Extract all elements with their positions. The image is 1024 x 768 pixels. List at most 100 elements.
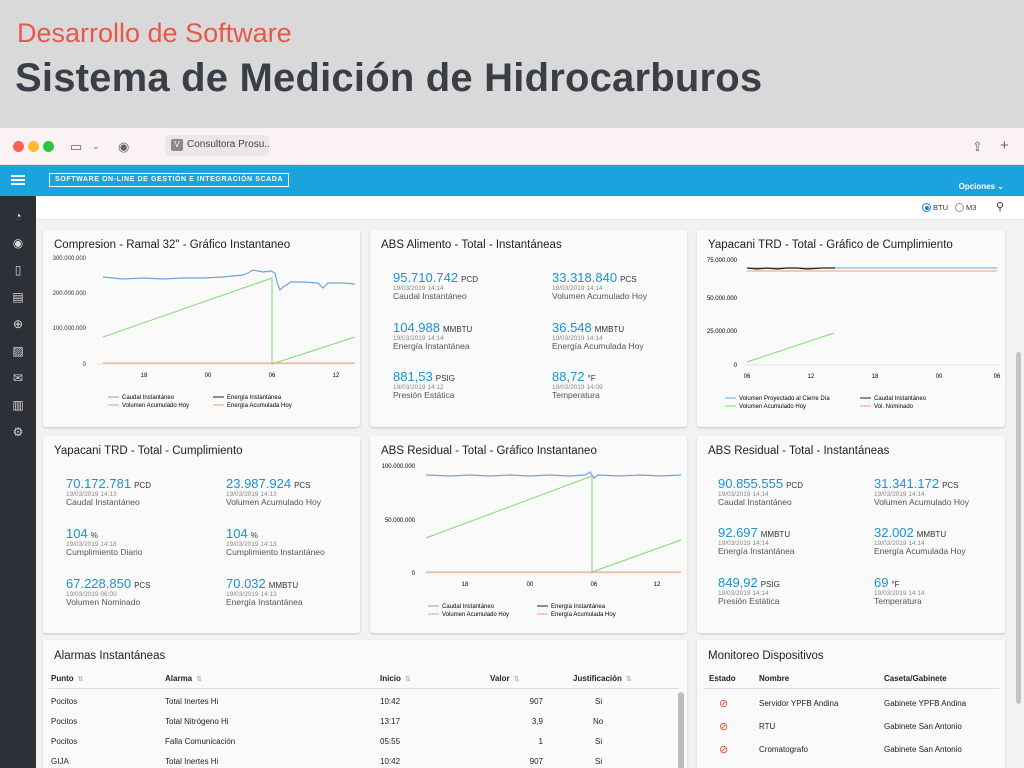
maximize-window-button[interactable] [43, 141, 54, 152]
table-row[interactable]: GIJA Total Inertes Hi 10:42 907 Si [51, 757, 603, 766]
document-icon[interactable]: ▤ [12, 290, 24, 304]
column-header[interactable]: Caseta/Gabinete [884, 674, 947, 683]
metric: 70.032 MMBTU 19/03/2019 14:13 Energía Insta… [226, 576, 303, 607]
legend-label: Volumen Acumulado Hoy [739, 404, 806, 410]
x-tick: 00 [936, 374, 943, 380]
card-title: ABS Alimento - Total - Instantáneas [381, 239, 562, 251]
options-menu[interactable]: Opciones ⌄ [959, 182, 1004, 191]
minimize-window-button[interactable] [28, 141, 39, 152]
favicon-icon: V [171, 139, 183, 151]
card-yapacani-cumplimiento: Yapacani TRD - Total - Cumplimiento 70.1… [43, 436, 360, 633]
slide-subtitle: Desarrollo de Software [17, 18, 292, 48]
card-compresion-chart: Compresion - Ramal 32" - Gráfico Instant… [43, 230, 360, 427]
table-row[interactable]: Pocitos Total Inertes Hi 10:42 907 Si [51, 697, 603, 706]
card-abs-residual-instantaneas: ABS Residual - Total - Instantáneas 90.8… [697, 436, 1005, 633]
table-row[interactable]: Pocitos Total Nitrógeno Hi 13:17 3,9 No [51, 717, 604, 726]
metric-label: Energía Instantánea [393, 341, 470, 351]
metric-value: 104.988 [393, 320, 440, 335]
btu-label: BTU [933, 203, 948, 212]
btu-radio[interactable] [922, 203, 931, 212]
column-header[interactable]: Justificación ⇅ [573, 674, 632, 683]
card-alarmas: Alarmas Instantáneas Punto ⇅ Alarma ⇅ Inic… [43, 640, 687, 768]
metric-unit: PCS [134, 581, 151, 590]
metric-value: 31.341.172 [874, 476, 940, 491]
metric: 23.987.924 PCS 19/03/2019 14:13 Volumen Acu… [226, 476, 321, 507]
metric-date: 19/03/2019 14:14 [718, 590, 769, 597]
x-tick: 12 [654, 582, 661, 588]
table-scrollbar[interactable] [678, 692, 684, 768]
column-header[interactable]: Nombre [759, 674, 790, 683]
table-row[interactable]: ⊘ Cromatografo Gabinete San Antonio [719, 744, 962, 756]
bar-chart-icon[interactable]: ▥ [12, 398, 24, 412]
column-header[interactable]: Punto ⇅ [51, 674, 84, 683]
mail-icon[interactable]: ✉ [12, 371, 24, 385]
image-icon[interactable]: ▨ [12, 344, 24, 358]
metric-unit: PSIG [760, 580, 780, 589]
y-tick: 100.000.000 [382, 464, 416, 470]
metric: 92.697 MMBTU 19/03/2019 14:14 Energía Insta… [718, 525, 795, 556]
metric: 32.002 MMBTU 19/03/2019 14:14 Energía Acumu… [874, 525, 966, 556]
sidebar-toggle-icon[interactable]: ▭ [70, 139, 83, 154]
series-volumen-line [102, 277, 356, 365]
options-label: Opciones [958, 182, 996, 191]
m3-radio[interactable] [955, 203, 964, 212]
privacy-icon[interactable]: ◉ [118, 139, 130, 154]
menu-icon[interactable] [11, 175, 25, 185]
sort-icon: ⇅ [77, 676, 84, 683]
series-volumen-line [746, 332, 835, 363]
column-header[interactable]: Valor ⇅ [490, 674, 520, 683]
metric-value: 881,53 [393, 369, 433, 384]
column-header[interactable]: Inicio ⇅ [380, 674, 411, 683]
sort-icon: ⇅ [625, 676, 632, 683]
metric-label: Volumen Acumulado Hoy [226, 497, 321, 507]
dashboard-icon[interactable]: ◔ [14, 209, 22, 223]
location-icon[interactable]: ⊕ [12, 317, 24, 331]
legend-label: Volumen Proyectado al Cierre Día [739, 396, 830, 402]
metric-unit: °F [891, 580, 900, 589]
legend-label: Energía Instantánea [227, 395, 282, 401]
table-row[interactable]: ⊘ Servidor YPFB Andina Gabinete YPFB And… [719, 698, 967, 710]
page-scrollbar[interactable] [1016, 352, 1021, 704]
metric-label: Volumen Nominado [66, 597, 141, 607]
m3-label: M3 [966, 203, 977, 212]
sort-icon: ⇅ [404, 676, 411, 683]
metric-label: Volumen Acumulado Hoy [874, 497, 969, 507]
metric-unit: PCD [461, 275, 478, 284]
metric: 104% 19/03/2019 14:18 Cumplimiento Diario [66, 526, 143, 557]
header-divider [703, 688, 999, 689]
tab-title: Consultora Prosu... [187, 139, 269, 150]
card-title: ABS Residual - Total - Instantáneas [708, 445, 890, 457]
table-row[interactable]: ⊘ RTU Gabinete San Antonio [719, 721, 962, 733]
close-window-button[interactable] [13, 141, 24, 152]
x-tick: 12 [333, 373, 340, 379]
metric-date: 19/03/2019 14:12 [393, 384, 444, 391]
legend-label: Energía Instantánea [551, 604, 606, 610]
book-icon[interactable]: ▯ [14, 263, 22, 277]
x-tick: 18 [141, 373, 148, 379]
browser-tab[interactable]: V Consultora Prosu... [165, 135, 269, 156]
metric-value: 70.032 [226, 576, 266, 591]
metric-date: 19/03/2019 14:14 [393, 285, 444, 292]
new-tab-icon[interactable]: + [1000, 137, 1009, 154]
share-icon[interactable]: ⇪ [972, 139, 983, 154]
metric-value: 90.855.555 [718, 476, 784, 491]
chevron-down-icon[interactable]: ⌄ [92, 141, 100, 151]
x-tick: 18 [462, 582, 469, 588]
app-header: SOFTWARE ON-LINE DE GESTIÓN E INTEGRACIÓ… [0, 165, 1024, 196]
x-tick: 12 [808, 374, 815, 380]
connection-icon[interactable]: ⚲ [996, 201, 1005, 213]
y-tick: 100.000.000 [53, 326, 87, 332]
metric-unit: °F [587, 374, 596, 383]
column-header[interactable]: Estado [709, 674, 736, 683]
metric-date: 19/03/2019 14:13 [226, 491, 277, 498]
metric-unit: PCD [786, 481, 803, 490]
gear-icon[interactable]: ⚙ [12, 425, 24, 439]
x-tick: 06 [994, 374, 1001, 380]
table-row[interactable]: Pocitos Falla Comunicación 05:55 1 Si [51, 737, 603, 746]
target-icon[interactable]: ◉ [12, 236, 24, 250]
card-title: Yapacani TRD - Total - Gráfico de Cumpli… [708, 239, 953, 251]
metric: 69 °F 19/03/2019 14:14 Temperatura [874, 575, 925, 606]
legend-label: Energía Acumulada Hoy [227, 403, 292, 409]
column-header[interactable]: Alarma ⇅ [165, 674, 202, 683]
legend-label: Volumen Acumulado Hoy [122, 403, 189, 409]
